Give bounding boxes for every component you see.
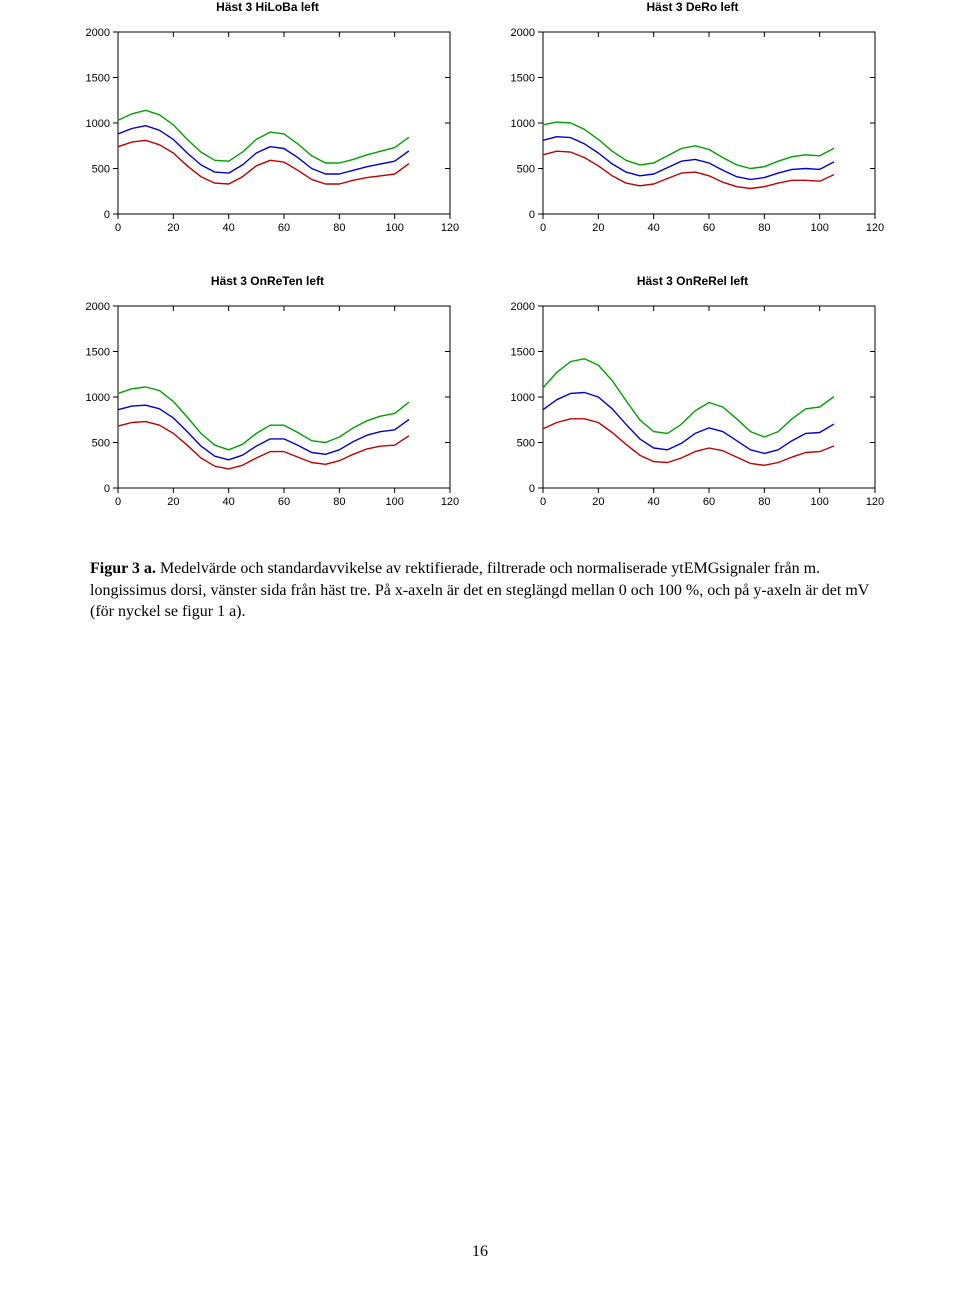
svg-text:80: 80 [758, 222, 770, 234]
chart-panel-dero: Häst 3 DeRo left 0 20 40 60 80 100 120 0 500 1000… [495, 0, 890, 244]
svg-text:80: 80 [333, 222, 345, 234]
chart-plot: 0 20 40 60 80 100 120 0 500 1000 1500 2000 [495, 288, 890, 518]
svg-text:80: 80 [333, 496, 345, 508]
chart-panel-onrerel: Häst 3 OnReRel left 0 20 40 60 80 100 120 0 500 1… [495, 274, 890, 518]
svg-text:100: 100 [810, 222, 828, 234]
svg-text:1500: 1500 [511, 347, 535, 359]
svg-text:2000: 2000 [511, 27, 535, 39]
svg-text:0: 0 [540, 496, 546, 508]
svg-text:120: 120 [866, 496, 884, 508]
svg-text:40: 40 [648, 496, 660, 508]
svg-text:20: 20 [592, 222, 604, 234]
chart-svg: 0 20 40 60 80 100 120 0 500 1000 1500 2000 [70, 14, 460, 244]
chart-svg: 0 20 40 60 80 100 120 0 500 1000 1500 2000 [495, 14, 885, 244]
page-number: 16 [0, 1243, 960, 1301]
svg-text:20: 20 [167, 496, 179, 508]
chart-grid: Häst 3 HiLoBa left 0 20 40 60 80 100 120 0 500 10… [0, 0, 960, 518]
chart-plot: 0 20 40 60 80 100 120 0 500 1000 1500 2000 [70, 14, 465, 244]
chart-panel-hiloba: Häst 3 HiLoBa left 0 20 40 60 80 100 120 0 500 10… [70, 0, 465, 244]
svg-text:1000: 1000 [511, 118, 535, 130]
svg-text:20: 20 [592, 496, 604, 508]
svg-text:500: 500 [92, 164, 110, 176]
chart-svg: 0 20 40 60 80 100 120 0 500 1000 1500 2000 [495, 288, 885, 518]
svg-text:0: 0 [115, 222, 121, 234]
svg-text:0: 0 [104, 209, 110, 221]
svg-text:1000: 1000 [511, 392, 535, 404]
svg-text:2000: 2000 [86, 27, 110, 39]
svg-text:1500: 1500 [511, 73, 535, 85]
svg-text:1000: 1000 [86, 392, 110, 404]
svg-text:1000: 1000 [86, 118, 110, 130]
chart-plot: 0 20 40 60 80 100 120 0 500 1000 1500 2000 [70, 288, 465, 518]
svg-text:100: 100 [385, 222, 403, 234]
chart-title: Häst 3 DeRo left [495, 0, 890, 14]
svg-text:60: 60 [703, 222, 715, 234]
caption-text: Medelvärde och standardavvikelse av rekt… [90, 560, 869, 620]
svg-text:60: 60 [703, 496, 715, 508]
svg-text:2000: 2000 [511, 301, 535, 313]
chart-title: Häst 3 OnReTen left [70, 274, 465, 288]
svg-text:1500: 1500 [86, 347, 110, 359]
chart-title: Häst 3 OnReRel left [495, 274, 890, 288]
svg-text:500: 500 [517, 438, 535, 450]
chart-plot: 0 20 40 60 80 100 120 0 500 1000 1500 2000 [495, 14, 890, 244]
svg-text:100: 100 [810, 496, 828, 508]
chart-title: Häst 3 HiLoBa left [70, 0, 465, 14]
chart-panel-onreten: Häst 3 OnReTen left 0 20 40 60 80 100 120 0 500 1… [70, 274, 465, 518]
svg-text:0: 0 [529, 483, 535, 495]
svg-text:0: 0 [529, 209, 535, 221]
caption-label: Figur 3 a. [90, 560, 156, 577]
svg-text:2000: 2000 [86, 301, 110, 313]
svg-text:1500: 1500 [86, 73, 110, 85]
svg-text:80: 80 [758, 496, 770, 508]
svg-text:40: 40 [223, 496, 235, 508]
page: Häst 3 HiLoBa left 0 20 40 60 80 100 120 0 500 10… [0, 0, 960, 1301]
figure-caption: Figur 3 a. Medelvärde och standardavvike… [0, 518, 960, 623]
svg-text:120: 120 [441, 496, 459, 508]
svg-text:0: 0 [104, 483, 110, 495]
chart-svg: 0 20 40 60 80 100 120 0 500 1000 1500 2000 [70, 288, 460, 518]
svg-text:0: 0 [540, 222, 546, 234]
svg-text:20: 20 [167, 222, 179, 234]
svg-text:120: 120 [441, 222, 459, 234]
svg-text:100: 100 [385, 496, 403, 508]
svg-text:0: 0 [115, 496, 121, 508]
svg-text:120: 120 [866, 222, 884, 234]
svg-text:500: 500 [92, 438, 110, 450]
svg-text:40: 40 [648, 222, 660, 234]
svg-text:60: 60 [278, 496, 290, 508]
svg-text:60: 60 [278, 222, 290, 234]
svg-text:500: 500 [517, 164, 535, 176]
svg-text:40: 40 [223, 222, 235, 234]
